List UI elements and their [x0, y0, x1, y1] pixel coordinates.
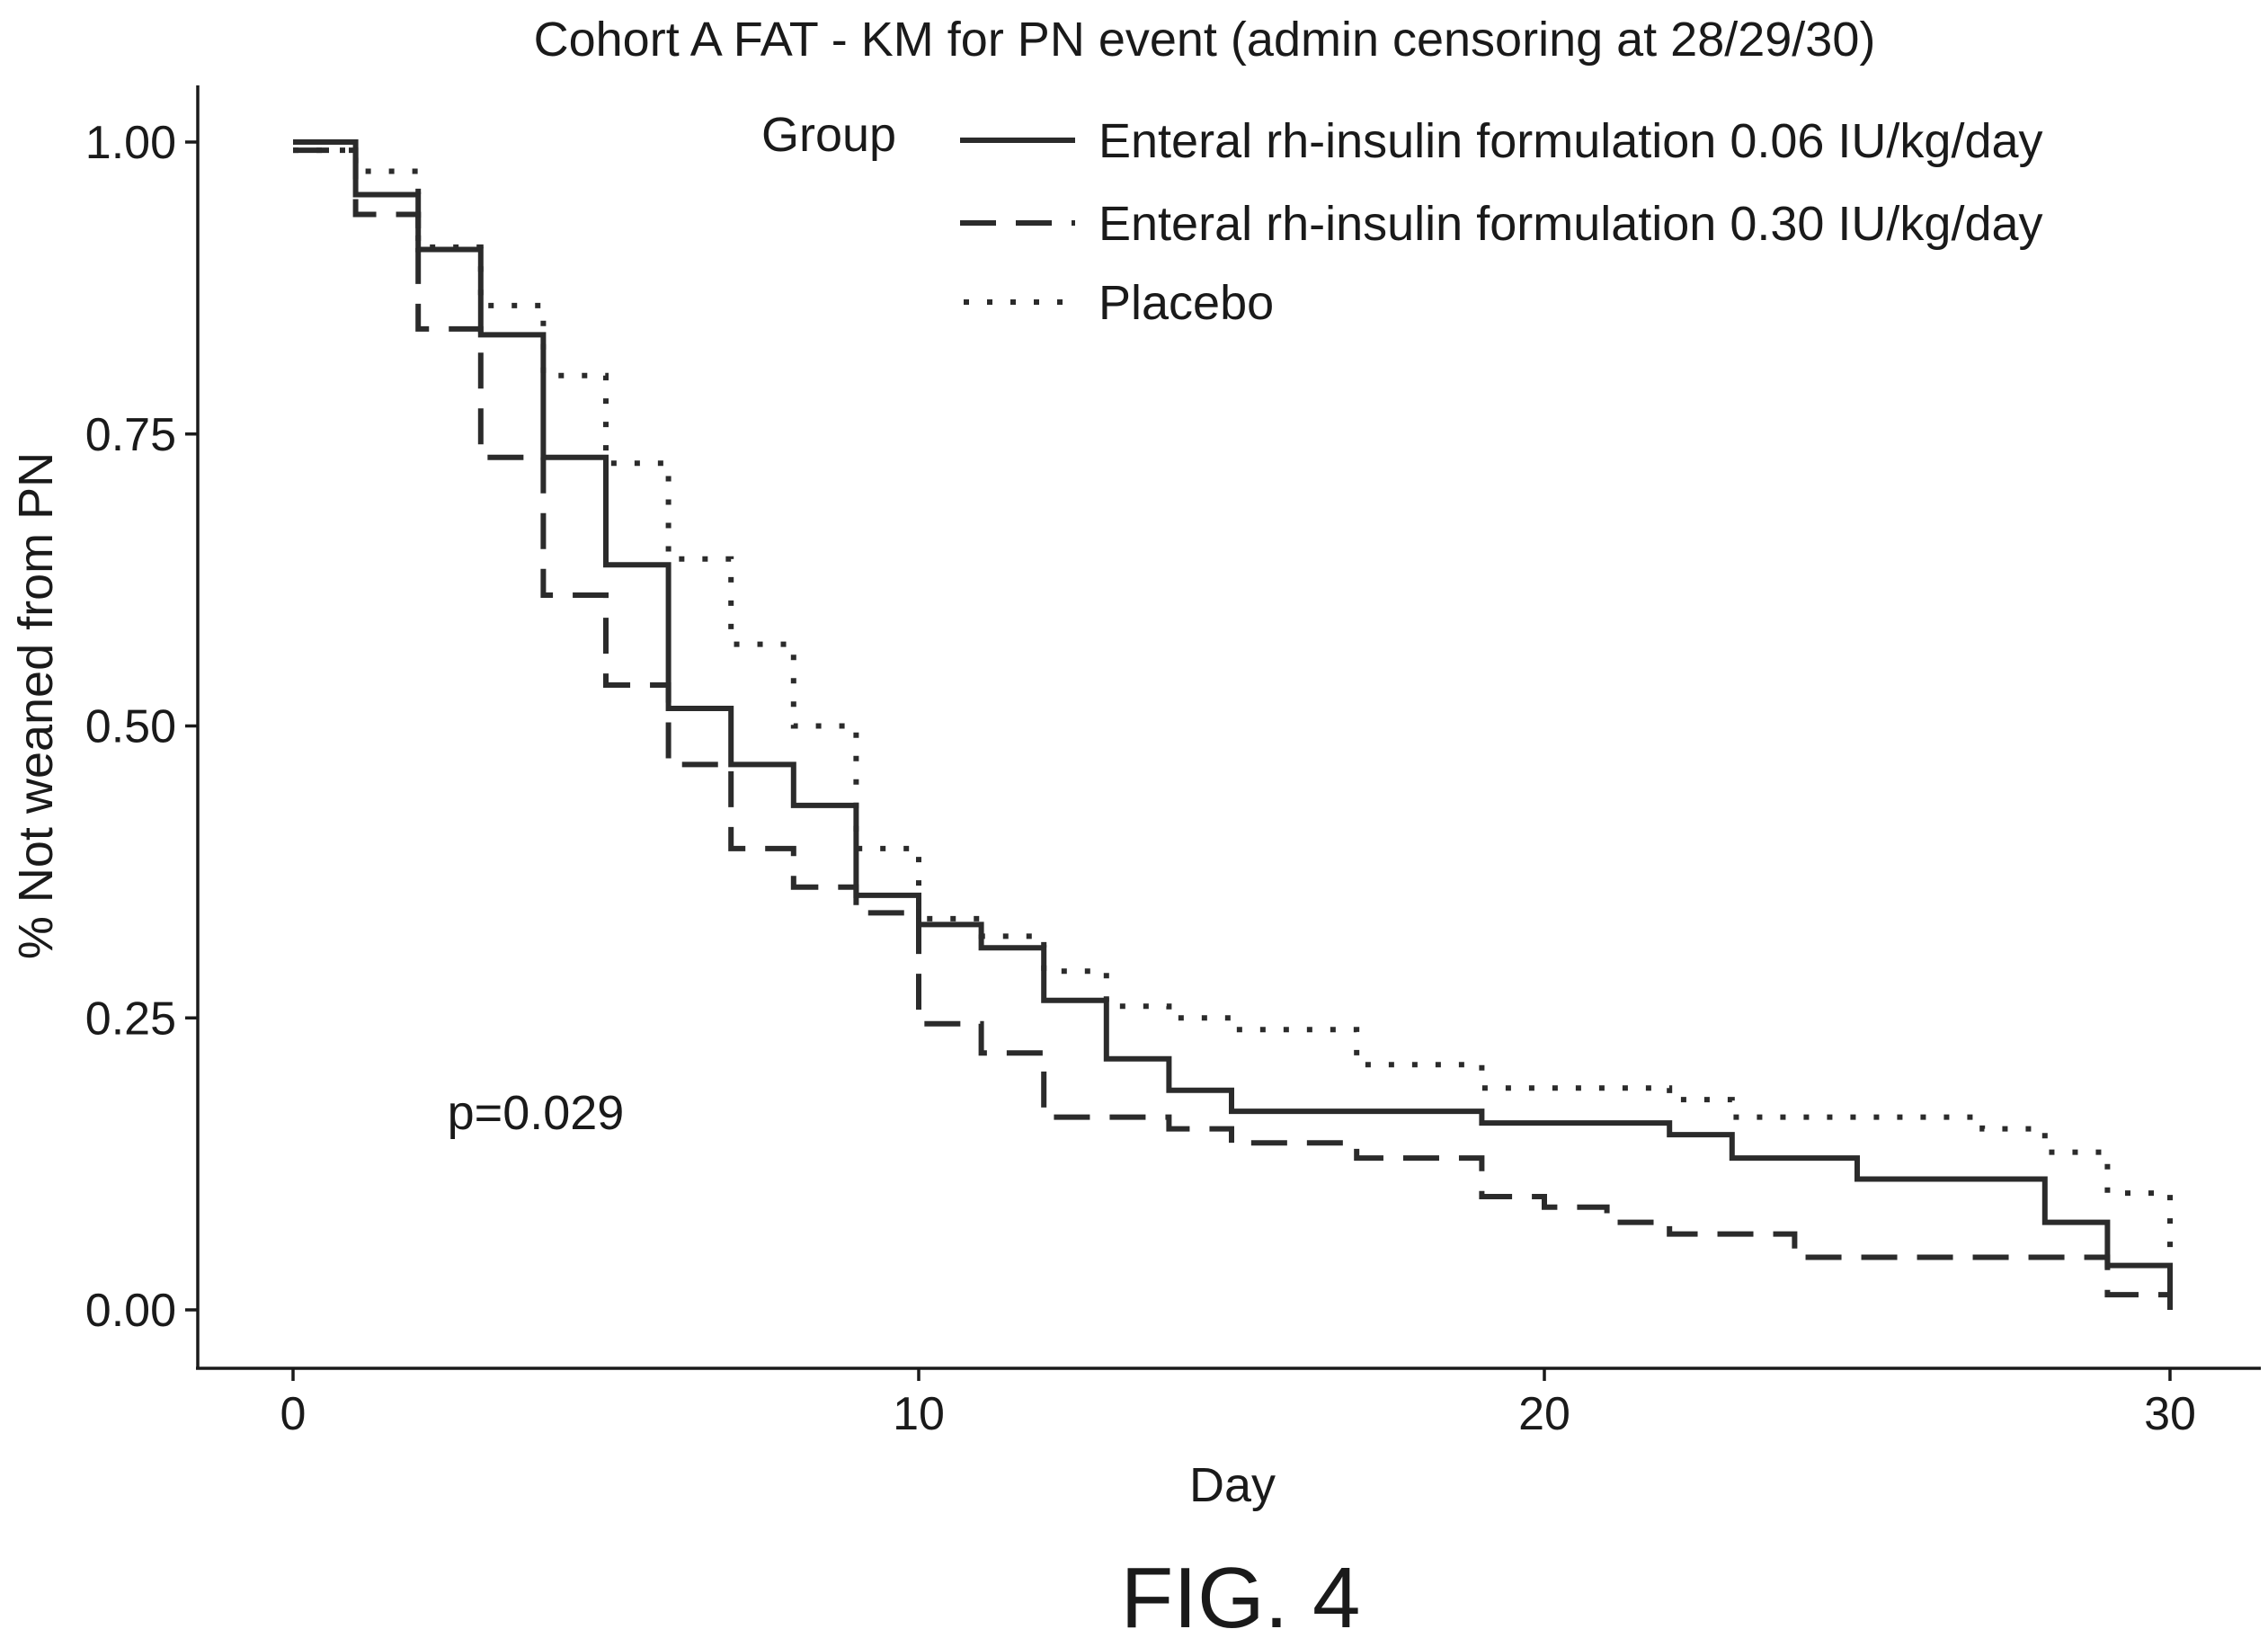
y-tick-label: 0.00 [85, 1285, 176, 1337]
km-curve-solid [293, 139, 2173, 1310]
legend-item-0: Enteral rh-insulin formulation 0.06 IU/k… [960, 114, 2043, 168]
figure-label: FIG. 4 [1121, 1550, 1361, 1646]
km-curve-dashed [293, 147, 2170, 1298]
x-tick-label: 20 [1518, 1388, 1570, 1440]
y-ticks: 0.00 0.25 0.50 0.75 1.00 [85, 117, 198, 1337]
x-axis-title: Day [1189, 1458, 1276, 1512]
x-tick-label: 10 [893, 1388, 945, 1440]
p-value-annotation: p=0.029 [448, 1086, 625, 1140]
y-tick-label: 1.00 [85, 117, 176, 169]
legend-label: Enteral rh-insulin formulation 0.30 IU/k… [1098, 197, 2043, 251]
x-tick-label: 0 [280, 1388, 307, 1440]
legend-label: Enteral rh-insulin formulation 0.06 IU/k… [1098, 114, 2043, 168]
y-tick-label: 0.75 [85, 409, 176, 461]
x-ticks: 0 10 20 30 [280, 1368, 2196, 1440]
y-axis-title: % Not weaned from PN [9, 452, 63, 959]
chart-title: Cohort A FAT - KM for PN event (admin ce… [534, 13, 1876, 67]
curves [293, 139, 2173, 1310]
legend: Group Enteral rh-insulin formulation 0.0… [761, 108, 2043, 330]
legend-item-1: Enteral rh-insulin formulation 0.30 IU/k… [960, 197, 2043, 251]
legend-label: Placebo [1098, 276, 1274, 330]
y-tick-label: 0.25 [85, 993, 176, 1045]
legend-item-2: Placebo [964, 276, 1274, 330]
x-tick-label: 30 [2144, 1388, 2196, 1440]
y-tick-label: 0.50 [85, 701, 176, 753]
legend-title: Group [761, 108, 896, 162]
